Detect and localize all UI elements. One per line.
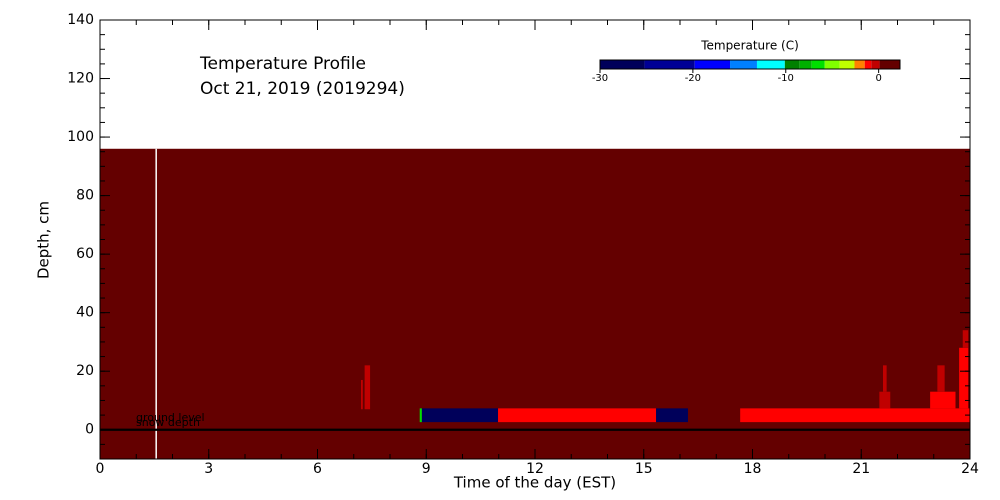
colorbar-segment	[811, 60, 825, 69]
chart-subtitle: Oct 21, 2019 (2019294)	[200, 79, 405, 99]
colorbar-segment	[854, 60, 865, 69]
x-tick-label: 0	[96, 461, 105, 477]
heat-cell	[879, 391, 891, 409]
colorbar-segment	[871, 60, 880, 69]
heat-cell	[937, 365, 945, 392]
colorbar-tick-label: -30	[592, 73, 608, 84]
y-axis-label: Depth, cm	[35, 201, 53, 279]
colorbar-segment	[730, 60, 757, 69]
colorbar-frame	[599, 59, 901, 70]
colorbar-segment	[756, 60, 785, 69]
y-tick-label: 60	[76, 246, 94, 262]
colorbar-segment	[600, 60, 645, 69]
y-tick-label: 120	[67, 71, 94, 87]
x-tick-label: 21	[852, 461, 870, 477]
heat-cell	[740, 408, 970, 423]
colorbar-tick-label: -20	[685, 73, 701, 84]
colorbar-segment	[799, 60, 812, 69]
colorbar-label: Temperature (C)	[700, 39, 799, 53]
x-tick-label: 6	[313, 461, 322, 477]
chart-title: Temperature Profile	[199, 54, 366, 74]
ground-level-label: ground level	[136, 411, 205, 424]
heat-cell	[656, 408, 688, 423]
y-tick-label: 140	[67, 12, 94, 28]
colorbar-segment	[784, 60, 800, 69]
y-tick-label: 40	[76, 305, 94, 321]
heat-cell	[930, 391, 956, 409]
heat-cell	[361, 379, 363, 410]
colorbar-tick-label: 0	[875, 73, 881, 84]
colorbar-segment	[839, 60, 855, 69]
x-tick-label: 18	[744, 461, 762, 477]
colorbar-segment	[879, 60, 900, 69]
y-tick-label: 0	[85, 422, 94, 438]
x-tick-label: 24	[961, 461, 979, 477]
snow-depth-label: snow depth	[136, 416, 200, 429]
x-tick-label: 12	[526, 461, 544, 477]
heat-cell	[100, 148, 970, 460]
colorbar-segment	[694, 60, 731, 69]
heat-cell	[962, 330, 969, 348]
colorbar-segment	[864, 60, 872, 69]
heat-cell	[364, 365, 371, 410]
heat-cell	[419, 408, 422, 423]
heat-cell	[883, 365, 887, 392]
x-tick-label: 9	[422, 461, 431, 477]
x-tick-label: 15	[635, 461, 653, 477]
heat-cell	[959, 347, 969, 409]
heat-cell	[498, 408, 657, 423]
x-axis-label: Time of the day (EST)	[453, 474, 616, 492]
x-tick-label: 3	[204, 461, 213, 477]
y-tick-label: 100	[67, 129, 94, 145]
y-tick-label: 20	[76, 363, 94, 379]
colorbar-tick-label: -10	[778, 73, 794, 84]
y-tick-label: 80	[76, 188, 94, 204]
colorbar-segment	[644, 60, 695, 69]
colorbar-segment	[824, 60, 840, 69]
heat-cell	[421, 408, 499, 423]
